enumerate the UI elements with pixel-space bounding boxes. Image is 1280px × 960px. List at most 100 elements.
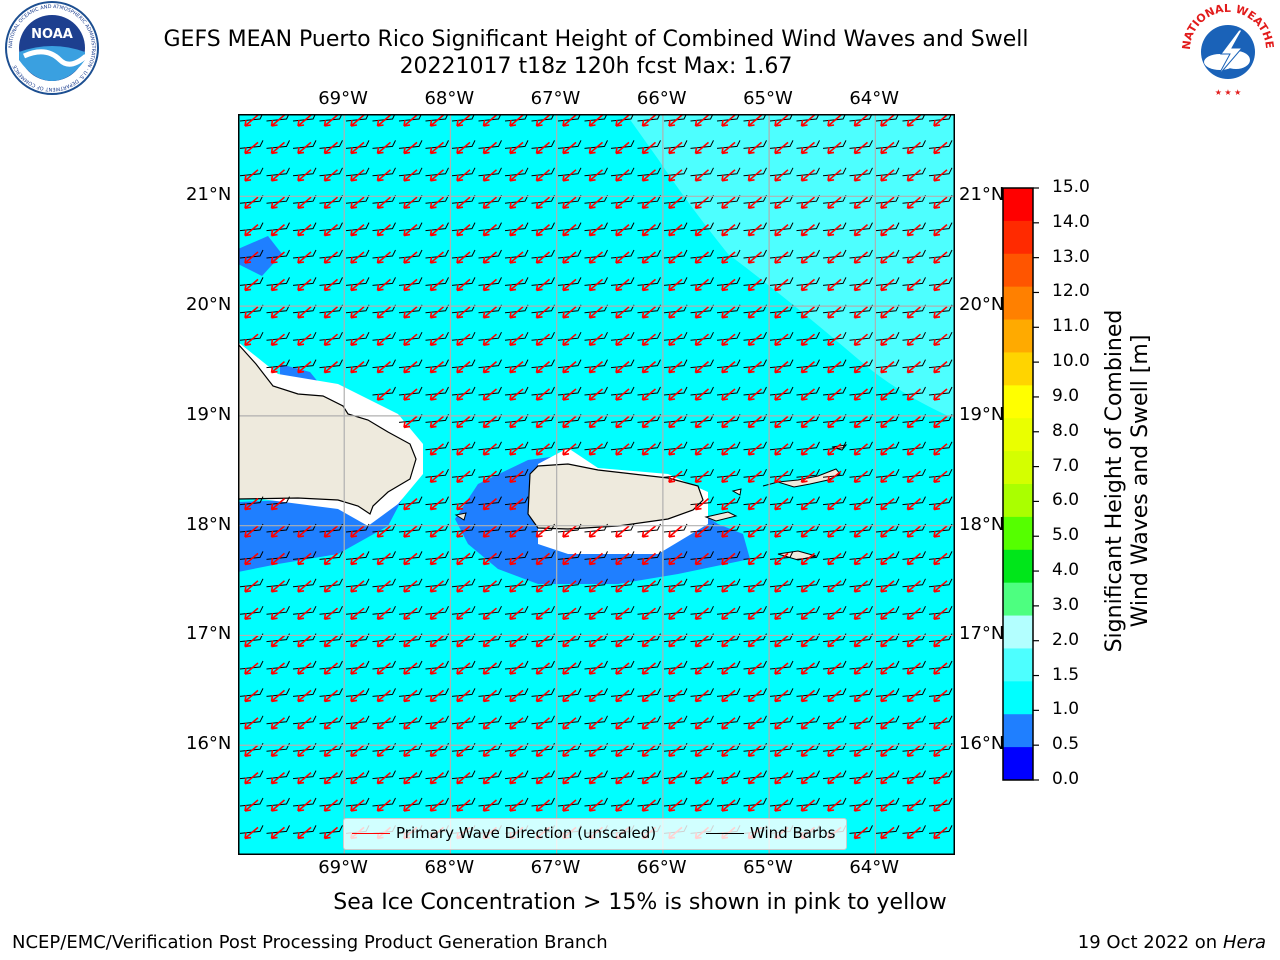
- wave-direction-arrow: [350, 689, 365, 703]
- lon-label-bottom: 67°W: [530, 857, 581, 878]
- wave-direction-arrow: [853, 717, 869, 730]
- wave-direction-arrow: [244, 826, 259, 840]
- wave-direction-arrow: [906, 717, 922, 730]
- wave-direction-arrow: [827, 497, 842, 511]
- wave-direction-arrow: [588, 278, 604, 292]
- wave-direction-arrow: [615, 552, 630, 566]
- wave-direction-arrow: [429, 607, 445, 620]
- wave-direction-arrow: [297, 717, 312, 730]
- wave-direction-arrow: [774, 141, 789, 155]
- colorbar-segment: [1003, 319, 1033, 353]
- wave-direction-arrow: [403, 497, 418, 511]
- wave-direction-arrow: [880, 771, 895, 785]
- wave-direction-arrow: [562, 525, 577, 538]
- wave-direction-arrow: [403, 223, 418, 237]
- land-vieques: [704, 511, 738, 522]
- wave-direction-arrow: [853, 388, 869, 401]
- legend-wind-barbs-label: Wind Barbs: [750, 824, 836, 842]
- wave-direction-arrow: [588, 251, 604, 264]
- wave-direction-arrow: [509, 251, 524, 264]
- wave-direction-arrow: [403, 744, 418, 757]
- wave-direction-arrow: [906, 278, 922, 292]
- wave-direction-arrow: [880, 744, 895, 757]
- colorbar-segment: [1003, 549, 1033, 584]
- lon-label-bottom: 66°W: [636, 857, 687, 878]
- wave-direction-arrow: [244, 634, 259, 648]
- wave-direction-arrow: [535, 360, 551, 374]
- wave-direction-arrow: [694, 333, 710, 346]
- wave-direction-arrow: [641, 552, 657, 566]
- wave-direction-arrow: [429, 278, 445, 292]
- colorbar-segment: [1003, 418, 1033, 452]
- wave-direction-arrow: [827, 744, 842, 757]
- wave-direction-arrow: [853, 497, 869, 511]
- wave-direction-arrow: [774, 169, 789, 182]
- wave-direction-arrow: [721, 306, 736, 319]
- wave-direction-arrow: [880, 388, 895, 401]
- wave-direction-arrow: [456, 169, 471, 182]
- wave-direction-arrow: [827, 771, 842, 785]
- wave-direction-arrow: [323, 744, 339, 757]
- wave-direction-arrow: [456, 580, 471, 593]
- wave-direction-arrow: [880, 169, 895, 182]
- wave-direction-arrow: [482, 799, 498, 812]
- wave-direction-arrow: [933, 525, 948, 538]
- wave-direction-arrow: [906, 497, 922, 511]
- wave-direction-arrow: [721, 470, 736, 483]
- colorbar-segment: [1003, 714, 1033, 748]
- wave-direction-arrow: [509, 306, 524, 319]
- wave-direction-arrow: [482, 525, 498, 538]
- wave-direction-arrow: [721, 689, 736, 703]
- wave-direction-arrow: [827, 114, 842, 127]
- wave-direction-arrow: [456, 141, 471, 155]
- wave-direction-arrow: [641, 689, 657, 703]
- colorbar-tick-label: 4.0: [1052, 560, 1080, 581]
- wave-direction-arrow: [800, 634, 816, 648]
- wave-direction-arrow: [456, 196, 471, 209]
- map-border: [238, 114, 955, 855]
- wave-direction-arrow: [297, 744, 312, 757]
- colorbar-segment: [1003, 681, 1033, 715]
- wave-direction-arrow: [615, 196, 630, 209]
- wave-direction-arrow: [853, 360, 869, 374]
- wave-direction-arrow: [429, 360, 445, 374]
- wave-direction-arrow: [376, 552, 392, 566]
- wave-direction-arrow: [244, 744, 259, 757]
- wave-direction-arrow: [535, 251, 551, 264]
- wave-direction-arrow: [535, 278, 551, 292]
- wave-direction-arrow: [853, 333, 869, 346]
- wave-direction-arrow: [323, 251, 339, 264]
- colorbar-segment: [1003, 615, 1033, 649]
- noaa-logo: NOAA NATIONAL OCEANIC AND ATMOSPHERIC AD…: [5, 1, 99, 95]
- wave-direction-arrow: [429, 169, 445, 182]
- wave-direction-arrow: [244, 580, 259, 593]
- wave-direction-arrow: [429, 114, 445, 127]
- wave-direction-arrow: [774, 580, 789, 593]
- wave-direction-arrow: [297, 141, 312, 155]
- wave-direction-arrow: [827, 580, 842, 593]
- colorbar-segment: [1003, 582, 1033, 617]
- map-legend: Primary Wave Direction (unscaled) Wind B…: [343, 818, 847, 850]
- wave-direction-arrow: [933, 169, 948, 182]
- graticule: [238, 114, 955, 855]
- colorbar-tick-label: 7.0: [1052, 455, 1080, 476]
- wave-direction-arrow: [641, 634, 657, 648]
- wave-direction-arrow: [880, 717, 895, 730]
- wave-direction-arrow: [244, 799, 259, 812]
- wave-direction-arrow: [800, 196, 816, 209]
- wave-direction-arrow: [880, 360, 895, 374]
- wave-direction-arrow: [297, 223, 312, 237]
- wave-direction-arrow: [588, 717, 604, 730]
- wave-direction-arrow: [933, 360, 948, 374]
- wave-direction-arrow: [827, 470, 842, 483]
- wave-direction-arrow: [853, 525, 869, 538]
- colorbar-tick-label: 5.0: [1052, 525, 1080, 546]
- wave-direction-arrow: [615, 251, 630, 264]
- lat-label-right: 16°N: [959, 733, 1005, 755]
- wave-direction-arrow: [244, 278, 259, 292]
- wave-direction-arrow: [668, 689, 683, 703]
- colorbar-segment: [1003, 352, 1033, 386]
- colorbar-tick-label: 10.0: [1052, 351, 1090, 372]
- lat-label-right: 20°N: [959, 294, 1005, 316]
- wave-direction-arrow: [800, 607, 816, 620]
